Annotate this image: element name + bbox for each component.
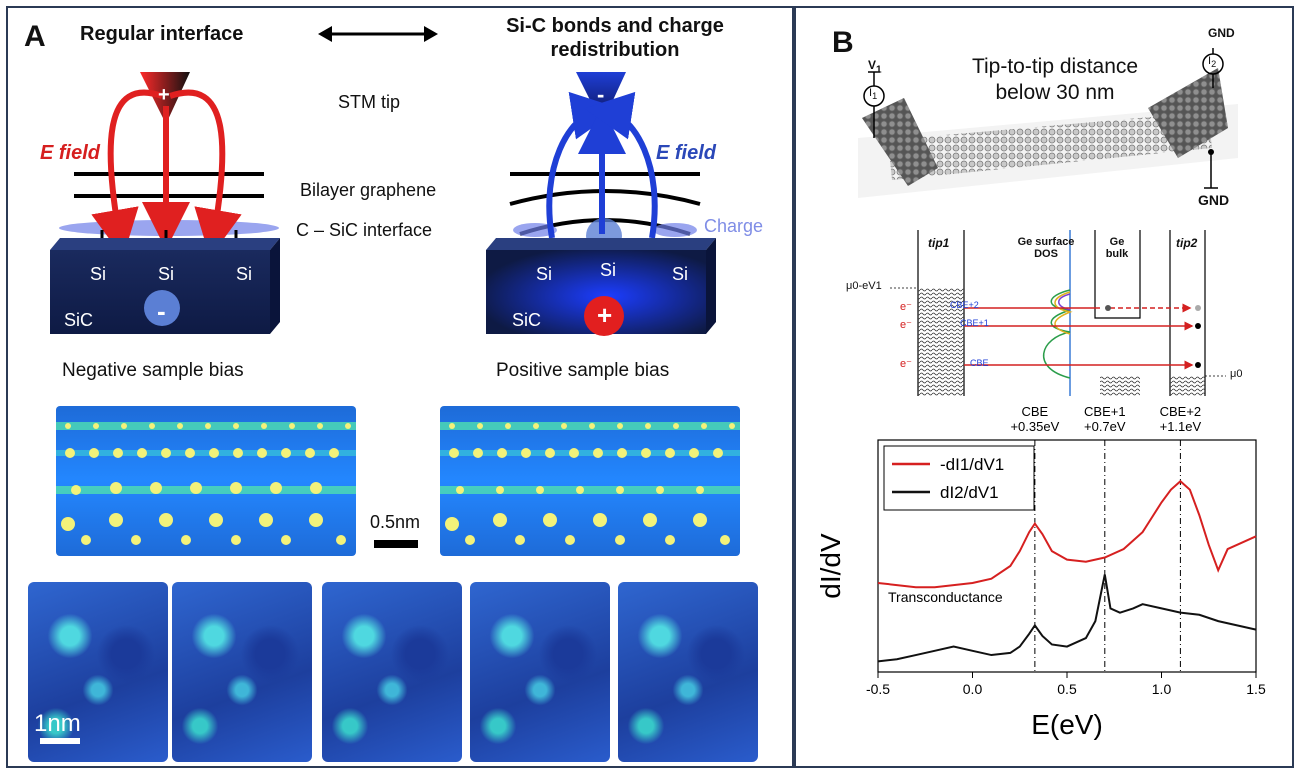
tip1-label: tip1 [928, 236, 950, 250]
si-label-4: Si [536, 264, 553, 284]
gnd-label-bottom: GND [1198, 192, 1230, 208]
y-axis-label: dI/dV [815, 533, 846, 599]
negative-charge-sign: - [157, 296, 166, 326]
ge-surface-line2: DOS [1034, 248, 1058, 260]
legend-label: dI2/dV1 [940, 483, 999, 502]
x-tick-label: 0.5 [1057, 681, 1077, 697]
cbe2-band-label: CBE+2 [950, 300, 979, 310]
x-axis-label: E(eV) [1031, 709, 1103, 740]
reference-line-value: +1.1eV [1160, 419, 1202, 434]
i2-label-main: I [1208, 55, 1212, 67]
reference-line-label: CBE+1 [1084, 404, 1126, 419]
i1-label-main: I [869, 87, 873, 99]
series-line [877, 479, 1257, 589]
reference-line-value: +0.35eV [1010, 419, 1059, 434]
x-tick-label: 1.5 [1246, 681, 1266, 697]
ge-bulk-line2: bulk [1105, 248, 1129, 260]
i1-label: I1 [869, 87, 877, 101]
si-label-3: Si [236, 264, 253, 284]
sic-bonds-title-line1: Si-C bonds and charge [506, 15, 724, 37]
positive-charge-sign: + [597, 300, 613, 330]
tip2-label: tip2 [1176, 236, 1198, 250]
stm-simulation-negative-pattern [56, 422, 356, 545]
stm-topography-image [322, 582, 462, 762]
tip-plus-sign: + [158, 84, 170, 106]
sic-bonds-title-line2: redistribution [550, 39, 680, 61]
legend-box [883, 445, 1035, 511]
i2-label-sub: 2 [1211, 59, 1217, 70]
mu0-label: μ0 [1230, 368, 1243, 380]
legend-label: -dI1/dV1 [940, 455, 1004, 474]
ge-surface-label: Ge surface DOS [1012, 236, 1080, 260]
x-tick-label: 1.0 [1152, 681, 1172, 697]
sic-label-left: SiC [64, 310, 94, 330]
sic-bonds-title: Si-C bonds and charge redistribution [460, 14, 770, 62]
ge-bulk-line1: Ge [1109, 236, 1125, 248]
v1-label-main: V [868, 58, 877, 72]
v1-label: V1 [868, 58, 882, 75]
stm-simulation-positive [440, 406, 740, 556]
electron-label-1: e⁻ [900, 301, 912, 313]
transconductance-annotation: Transconductance [888, 589, 1003, 605]
bilayer-label: Bilayer graphene [300, 180, 437, 200]
stm-topography-image [618, 582, 758, 762]
nanowire-image [858, 48, 1238, 198]
stm-simulation-negative [56, 406, 356, 556]
sic-label-right: SiC [512, 310, 542, 330]
i1-label-sub: 1 [872, 91, 878, 102]
panel-a-letter: A [24, 20, 46, 53]
i2-label: I2 [1208, 55, 1216, 69]
didv-chart: CBE+0.35eV CBE+1+0.7eV CBE+2+1.1eV -0.5 0.0 0… [815, 404, 1266, 740]
regular-interface-diagram [50, 72, 280, 334]
reference-line-label: CBE+2 [1160, 404, 1202, 419]
tip-distance-line1: Tip-to-tip distance [971, 55, 1139, 78]
scale-bar-1nm [40, 738, 80, 744]
scale-bar-05nm [374, 540, 418, 548]
si-label-2: Si [158, 264, 175, 284]
negative-bias-label: Negative sample bias [62, 360, 244, 381]
charge-label: Charge [704, 216, 764, 236]
tip-distance-text: Tip-to-tip distance below 30 nm [930, 54, 1180, 106]
series-line [877, 574, 1257, 663]
scale-05nm-label: 0.5nm [370, 512, 421, 532]
v1-label-sub: 1 [876, 64, 882, 76]
tip-distance-line2: below 30 nm [995, 81, 1115, 104]
cbe-band-label: CBE [970, 358, 989, 368]
cbe1-band-label: CBE+1 [960, 318, 989, 328]
panel-b [794, 6, 1294, 768]
reference-line-value: +0.7eV [1084, 419, 1126, 434]
tip-minus-sign: - [597, 82, 605, 107]
regular-interface-title: Regular interface [80, 23, 244, 45]
e-field-label-left: E field [40, 142, 101, 164]
stm-simulation-positive-pattern [440, 422, 740, 545]
si-label-1: Si [90, 264, 107, 284]
panel-a [6, 6, 794, 768]
x-tick-label: 0.0 [963, 681, 983, 697]
gnd-label-top: GND [1208, 26, 1235, 40]
e-field-label-right: E field [656, 142, 717, 164]
si-label-6: Si [672, 264, 689, 284]
si-label-5: Si [600, 260, 617, 280]
x-tick-label: -0.5 [866, 681, 890, 697]
double-arrow-icon [318, 26, 438, 42]
positive-bias-label: Positive sample bias [496, 360, 670, 381]
stm-topography-image [470, 582, 610, 762]
panel-b-letter: B [832, 26, 854, 59]
reference-line-label: CBE [1022, 404, 1049, 419]
sic-bonds-diagram [486, 72, 716, 336]
ge-bulk-label: Ge bulk [1096, 236, 1138, 260]
stm-tip-positive [140, 72, 190, 124]
stm-tip-label: STM tip [338, 92, 401, 112]
electron-label-3: e⁻ [900, 358, 912, 370]
interface-label: C – SiC interface [296, 220, 433, 240]
electron-label-2: e⁻ [900, 319, 912, 331]
scale-1nm-label: 1nm [34, 710, 81, 737]
energy-band-diagram [890, 230, 1226, 396]
stm-topography-image [28, 582, 168, 762]
ge-surface-line1: Ge surface [1017, 236, 1075, 248]
mu0-ev1-label: μ0-eV1 [846, 280, 882, 292]
stm-topography-image [172, 582, 312, 762]
